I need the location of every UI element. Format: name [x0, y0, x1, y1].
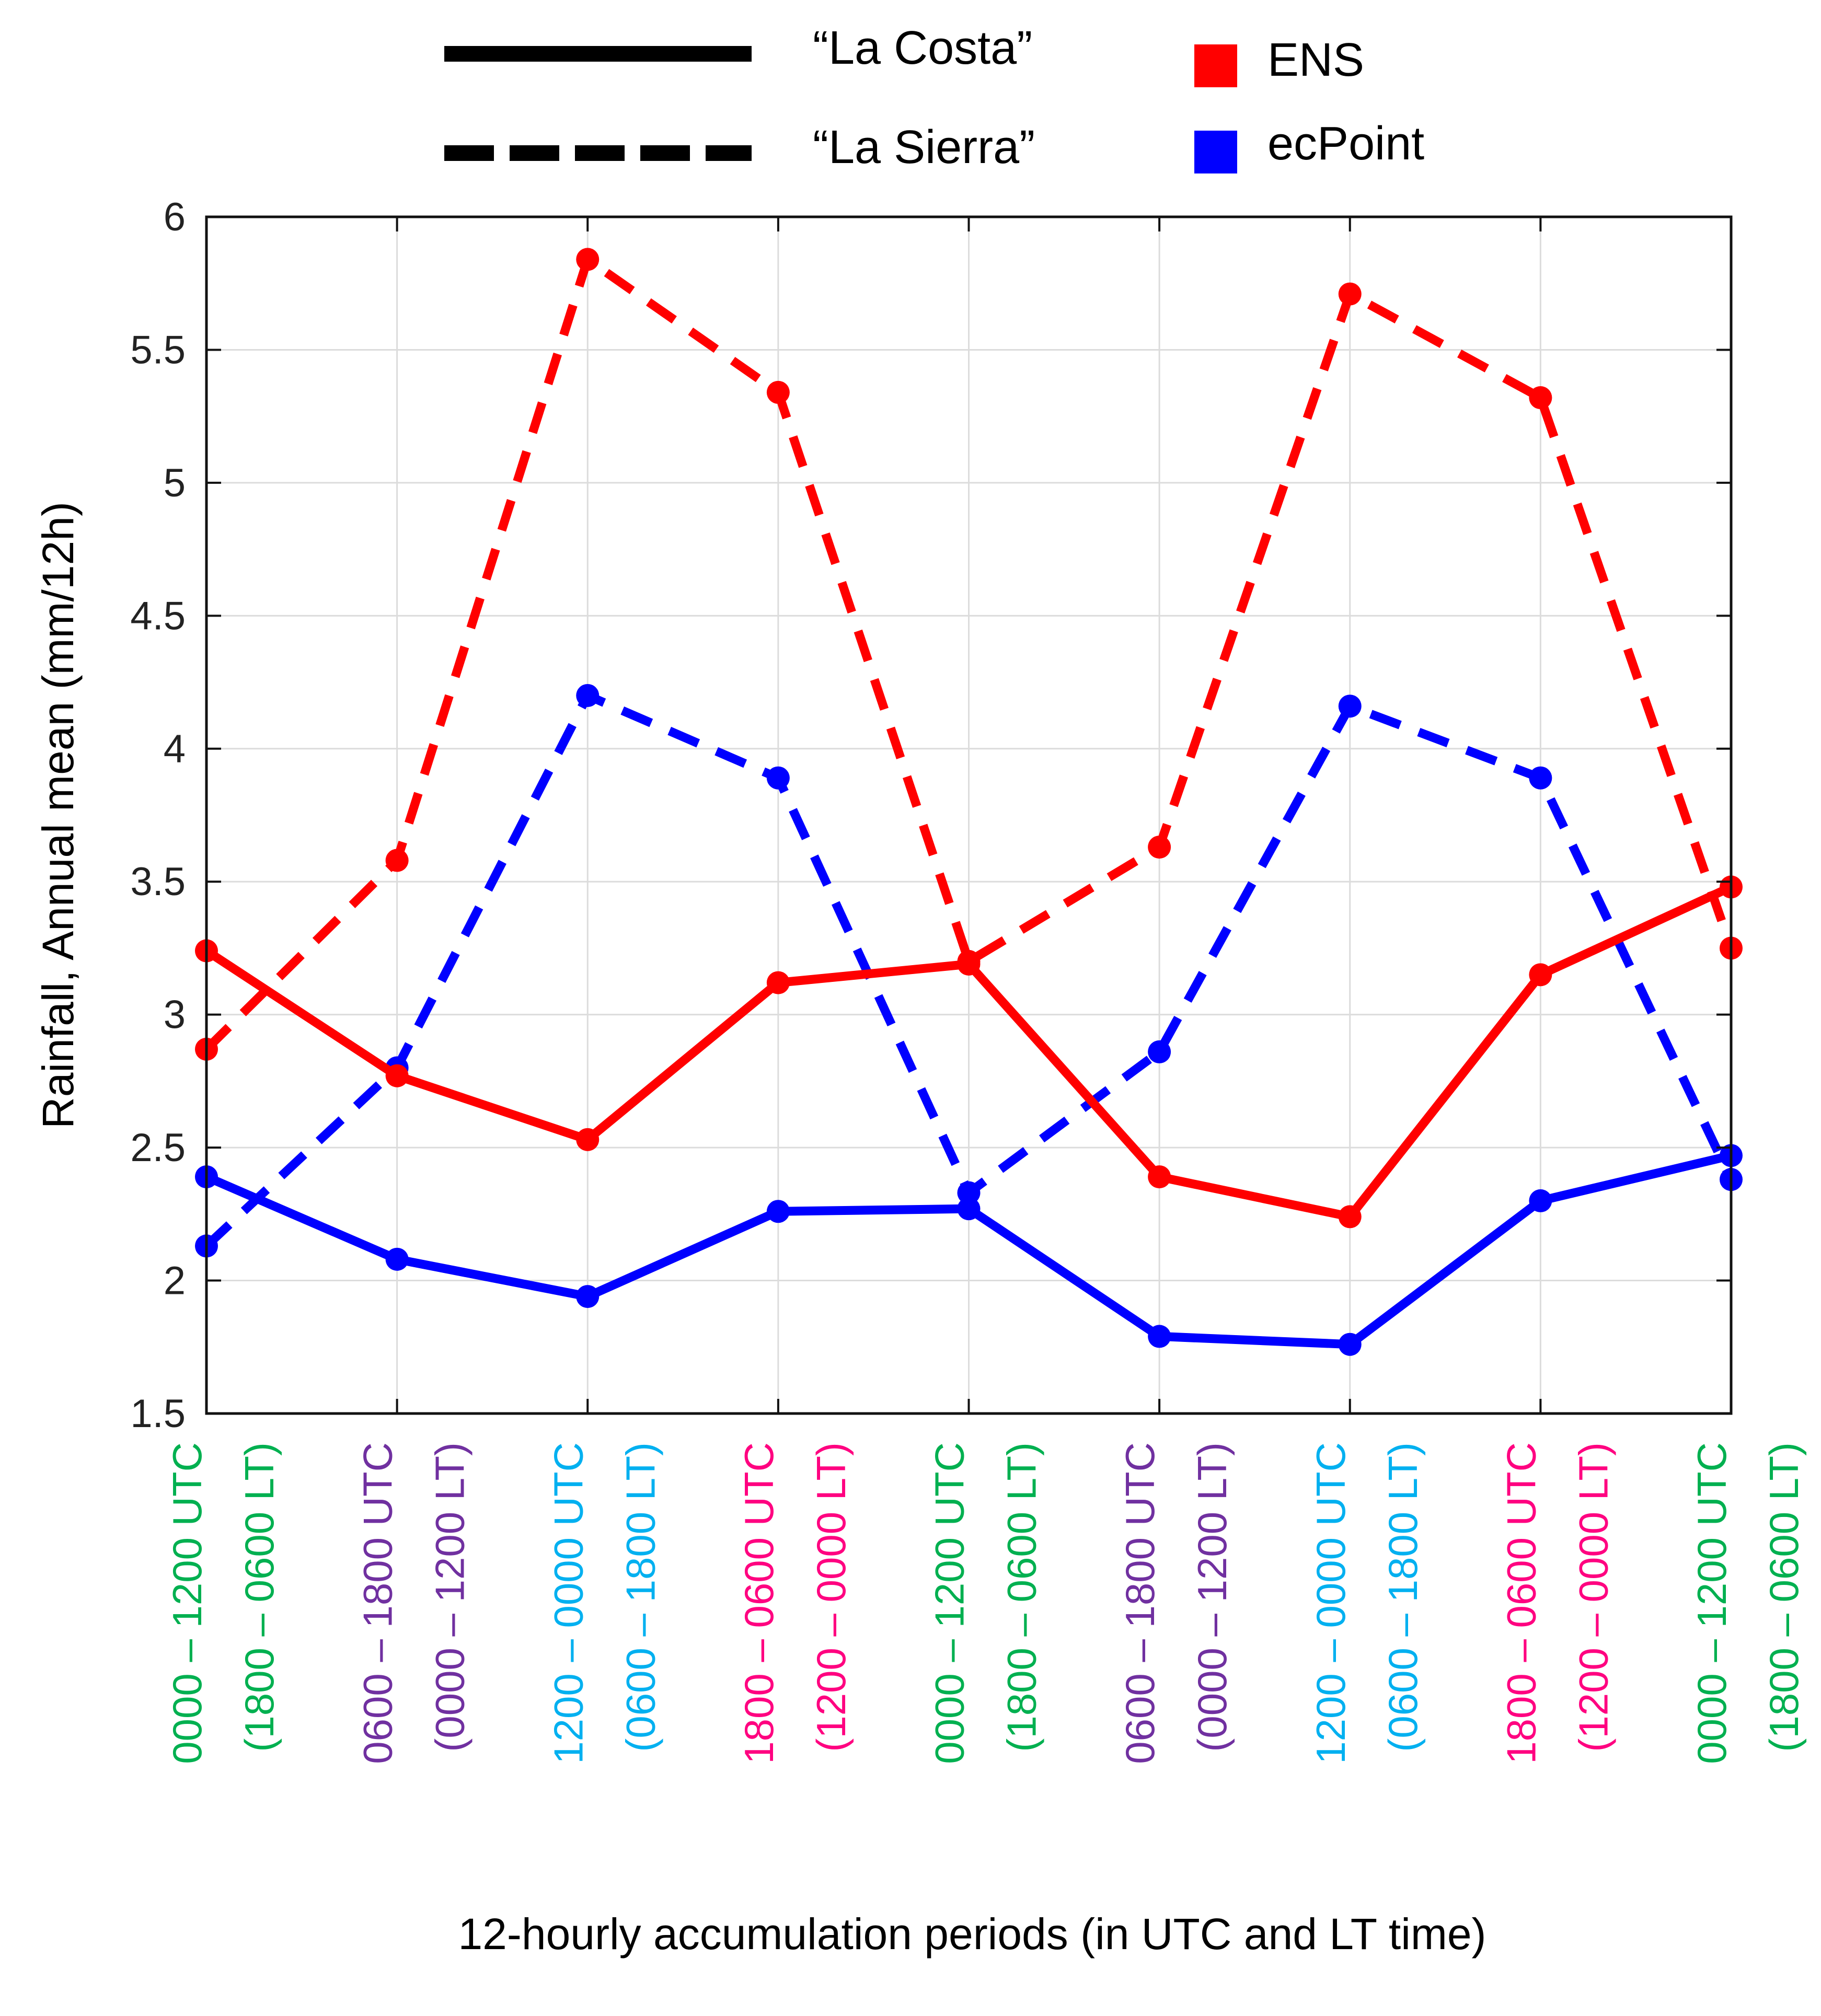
- y-axis-label: Rainfall, Annual mean (mm/12h): [33, 502, 83, 1129]
- x-tick-label-lt: (1800 – 0600 LT): [1761, 1442, 1807, 1752]
- x-tick-label-lt: (0600 – 1800 LT): [617, 1442, 663, 1752]
- legend-dashed-line-label: “La Sierra”: [813, 121, 1035, 173]
- data-point-ecpoint-la-sierra: [1529, 766, 1552, 790]
- y-tick-label: 4.5: [130, 594, 186, 638]
- data-point-ens-la-costa: [1338, 1205, 1362, 1229]
- data-point-ens-la-costa: [385, 1064, 409, 1087]
- x-tick-label-utc: 0000 – 1200 UTC: [164, 1442, 210, 1764]
- x-tick-label-utc: 0000 – 1200 UTC: [1689, 1442, 1735, 1764]
- x-tick-label-lt: (1800 – 0600 LT): [999, 1442, 1045, 1752]
- data-point-ecpoint-la-costa: [1338, 1333, 1362, 1356]
- x-tick-label-utc: 1200 – 0000 UTC: [545, 1442, 591, 1764]
- y-axis-ticks: 1.5 2 2.5 3 3.5 4 4.5 5 5.5 6: [130, 195, 1731, 1436]
- y-tick-label: 1.5: [130, 1392, 186, 1436]
- data-point-ens-la-sierra: [1529, 386, 1552, 410]
- data-point-ecpoint-la-costa: [766, 1200, 790, 1223]
- data-point-ecpoint-la-sierra: [1338, 694, 1362, 718]
- x-tick-label-lt: (1800 – 0600 LT): [236, 1442, 282, 1752]
- x-tick-label-lt: (1200 – 0000 LT): [808, 1442, 854, 1752]
- data-point-ecpoint-la-costa: [576, 1285, 600, 1308]
- legend-ecpoint-label: ecPoint: [1267, 118, 1424, 170]
- y-tick-label: 5.5: [130, 328, 186, 372]
- y-tick-label: 4: [164, 727, 186, 771]
- data-point-ecpoint-la-costa: [1148, 1325, 1171, 1348]
- data-point-ecpoint-la-costa: [957, 1197, 981, 1221]
- x-tick-label-lt: (0000 – 1200 LT): [1189, 1442, 1235, 1752]
- y-tick-label: 3.5: [130, 860, 186, 904]
- x-tick-label-lt: (0600 – 1800 LT): [1380, 1442, 1426, 1752]
- data-point-ecpoint-la-sierra: [957, 1181, 981, 1204]
- data-point-ens-la-sierra: [576, 248, 600, 271]
- x-tick-label-utc: 0600 – 1800 UTC: [355, 1442, 401, 1764]
- legend-ens-label: ENS: [1267, 34, 1364, 86]
- legend-ens-swatch: [1194, 44, 1237, 87]
- legend-ecpoint-swatch: [1194, 131, 1237, 173]
- data-point-ecpoint-la-sierra: [1148, 1040, 1171, 1063]
- data-point-ecpoint-la-costa: [1529, 1189, 1552, 1212]
- x-tick-label-lt: (0000 – 1200 LT): [427, 1442, 473, 1752]
- legend: “La Costa” “La Sierra” ENS ecPoint: [444, 22, 1424, 173]
- series-line-ens-la-sierra: [203, 254, 1736, 1052]
- y-tick-label: 2.5: [130, 1126, 186, 1170]
- data-point-ens-la-costa: [766, 971, 790, 994]
- x-tick-label-utc: 1200 – 0000 UTC: [1308, 1442, 1354, 1764]
- x-axis-label: 12-hourly accumulation periods (in UTC a…: [458, 1909, 1486, 1959]
- data-point-ecpoint-la-sierra: [766, 766, 790, 790]
- data-point-ens-la-costa: [957, 952, 981, 976]
- x-tick-label-utc: 1800 – 0600 UTC: [736, 1442, 782, 1764]
- legend-solid-line-label: “La Costa”: [813, 22, 1032, 74]
- data-point-ens-la-costa: [1148, 1165, 1171, 1189]
- x-tick-label-utc: 1800 – 0600 UTC: [1498, 1442, 1544, 1764]
- y-tick-label: 6: [164, 195, 186, 239]
- x-tick-label-utc: 0000 – 1200 UTC: [927, 1442, 973, 1764]
- data-point-ens-la-sierra: [1338, 282, 1362, 306]
- data-point-ecpoint-la-sierra: [576, 684, 600, 707]
- x-tick-label-utc: 0600 – 1800 UTC: [1117, 1442, 1163, 1764]
- data-point-ens-la-sierra: [766, 380, 790, 404]
- y-tick-label: 5: [164, 461, 186, 505]
- y-tick-label: 3: [164, 993, 186, 1037]
- data-point-ens-la-costa: [576, 1128, 600, 1151]
- series-layer: [195, 248, 1743, 1356]
- data-point-ens-la-sierra: [1148, 836, 1171, 859]
- data-point-ens-la-costa: [1529, 963, 1552, 987]
- x-tick-label-lt: (1200 – 0000 LT): [1570, 1442, 1616, 1752]
- y-tick-label: 2: [164, 1259, 186, 1303]
- data-point-ens-la-sierra: [385, 849, 409, 872]
- data-point-ecpoint-la-costa: [385, 1247, 409, 1271]
- x-axis-ticks: 0000 – 1200 UTC (1800 – 0600 LT) 0600 – 18…: [164, 217, 1807, 1764]
